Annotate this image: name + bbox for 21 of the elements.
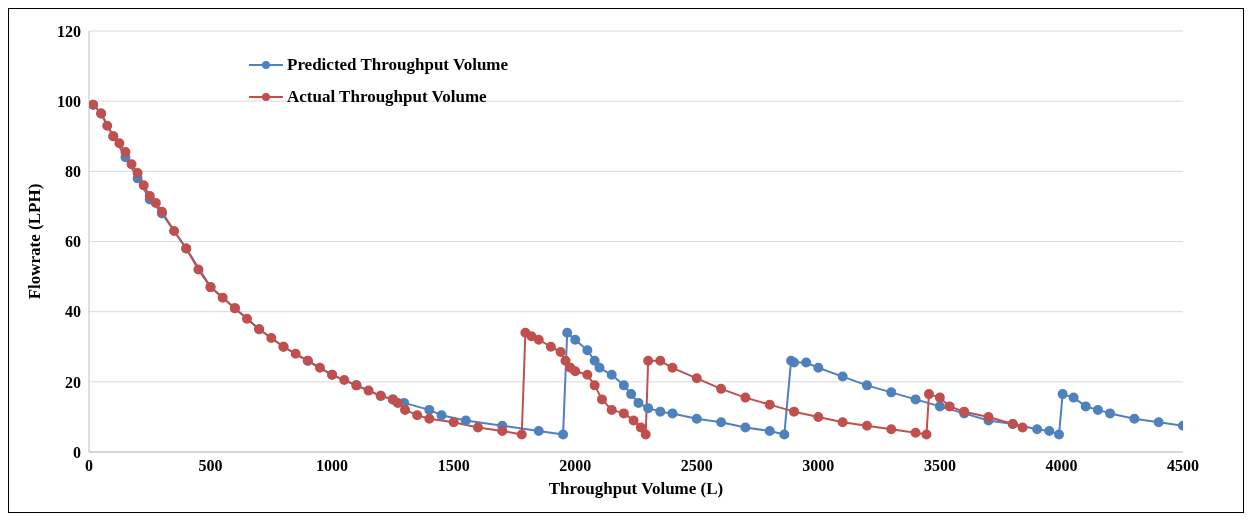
x-tick-label: 3000 bbox=[802, 457, 835, 475]
x-tick-label: 0 bbox=[85, 457, 93, 475]
x-axis-title: Throughput Volume (L) bbox=[548, 479, 724, 498]
x-tick-label: 2000 bbox=[559, 457, 592, 475]
x-tick-label: 1000 bbox=[316, 457, 349, 475]
x-tick-label: 1500 bbox=[437, 457, 470, 475]
y-tick-label: 40 bbox=[65, 303, 81, 321]
y-tick-label: 20 bbox=[65, 373, 81, 391]
y-tick-label: 120 bbox=[57, 22, 81, 40]
x-tick-label: 3500 bbox=[923, 457, 956, 475]
y-tick-label: 0 bbox=[73, 443, 81, 461]
y-tick-label: 60 bbox=[65, 233, 81, 251]
y-tick-label: 100 bbox=[57, 92, 81, 110]
x-tick-label: 4000 bbox=[1045, 457, 1078, 475]
y-axis-title: Flowrate (LPH) bbox=[25, 183, 45, 300]
x-tick-label: 2500 bbox=[680, 457, 713, 475]
legend-label: Actual Throughput Volume bbox=[287, 86, 487, 108]
legend-label: Predicted Throughput Volume bbox=[287, 54, 509, 76]
x-tick-label: 4500 bbox=[1167, 457, 1199, 475]
x-tick-label: 500 bbox=[198, 457, 223, 475]
y-tick-label: 80 bbox=[65, 163, 81, 181]
